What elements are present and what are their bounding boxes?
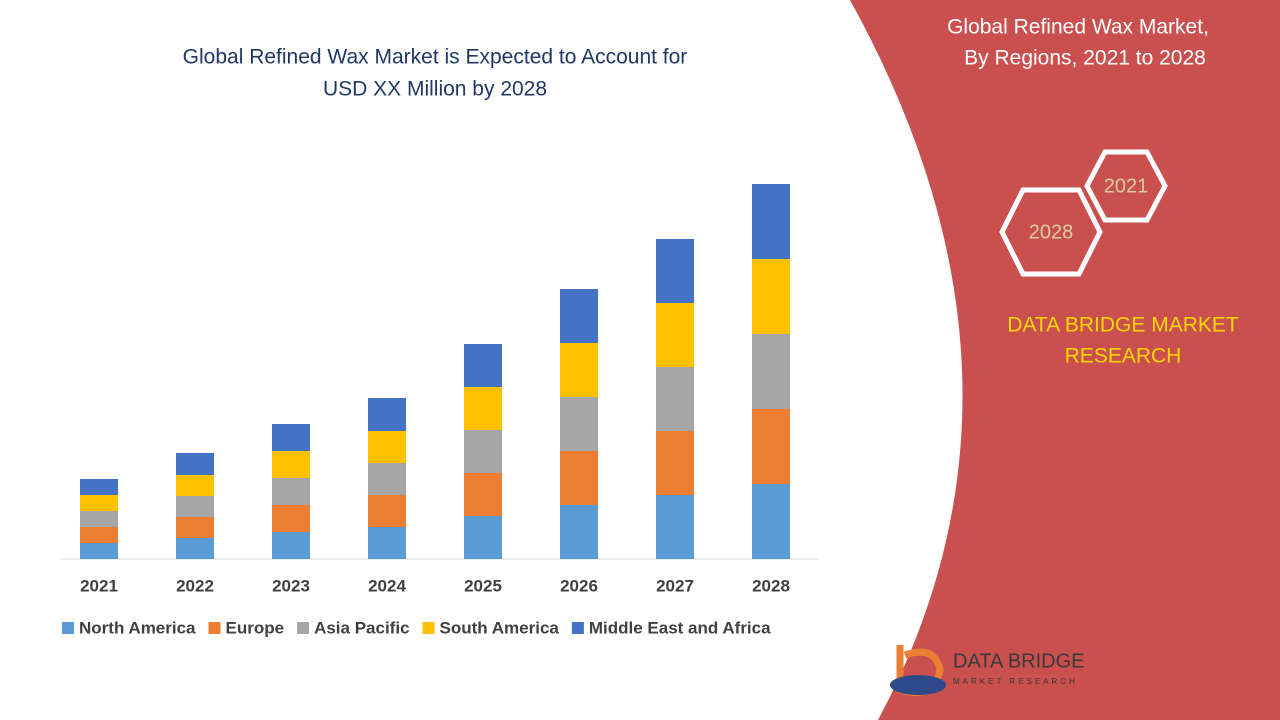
badge: 2021 <box>1104 175 1149 197</box>
legend-swatch <box>422 622 435 634</box>
bar-segment <box>80 495 118 511</box>
legend-label: Asia Pacific <box>314 618 409 637</box>
bar-segment <box>272 424 310 451</box>
bar-segment <box>176 538 214 559</box>
bar-segment <box>464 473 502 516</box>
bar-segment <box>656 495 694 559</box>
x-tick-label: 2027 <box>656 576 694 595</box>
bar-segment <box>752 259 790 334</box>
legend-label: South America <box>440 618 560 637</box>
bar-segment <box>80 543 118 559</box>
bar-segment <box>272 505 310 532</box>
x-tick-label: 2025 <box>464 576 502 595</box>
bar-segment <box>176 496 214 517</box>
bar-segment <box>464 387 502 430</box>
bar-segment <box>272 451 310 478</box>
bar-segment <box>656 239 694 303</box>
hexagon <box>1084 149 1168 223</box>
legend-swatch <box>571 622 584 634</box>
legend-swatch <box>297 622 310 634</box>
legend-label: Middle East and Africa <box>589 618 771 637</box>
legend-swatch <box>208 622 221 634</box>
bar-segment <box>752 409 790 484</box>
bar-segment <box>272 532 310 559</box>
hexagon <box>999 187 1103 277</box>
logo-tagline: MARKET RESEARCH <box>953 677 1078 686</box>
logo-mark <box>890 675 946 695</box>
x-tick-label: 2023 <box>272 576 310 595</box>
chart-title: USD XX Million by 2028 <box>323 78 547 101</box>
brand: RESEARCH <box>1065 345 1182 368</box>
bar-segment <box>368 463 406 495</box>
bar-segment <box>656 303 694 367</box>
bar-segment <box>656 367 694 431</box>
side-panel <box>850 0 1280 720</box>
bar-segment <box>560 505 598 559</box>
legend-swatch <box>62 622 74 634</box>
bar-segment <box>560 397 598 451</box>
panel-title: By Regions, 2021 to 2028 <box>964 47 1206 70</box>
bar-segment <box>464 344 502 387</box>
badge: 2028 <box>1029 221 1074 243</box>
x-tick-label: 2022 <box>176 576 214 595</box>
bar-segment <box>656 431 694 495</box>
bar-segment <box>752 334 790 409</box>
legend-label: Europe <box>226 618 285 637</box>
bar-segment <box>464 430 502 473</box>
bar-segment <box>368 527 406 559</box>
bar-segment <box>368 431 406 463</box>
panel-title: Global Refined Wax Market, <box>947 16 1209 39</box>
bar-segment <box>176 517 214 538</box>
logo-name: DATA BRIDGE <box>953 650 1085 672</box>
bar-segment <box>368 495 406 527</box>
bar-segment <box>560 343 598 397</box>
bar-segment <box>560 289 598 343</box>
x-tick-label: 2028 <box>752 576 790 595</box>
bar-segment <box>560 451 598 505</box>
bar-segment <box>368 398 406 431</box>
bar-segment <box>176 475 214 496</box>
bar-segment <box>80 479 118 495</box>
brand: DATA BRIDGE MARKET <box>1007 314 1239 337</box>
bar-segment <box>464 516 502 559</box>
x-tick-label: 2026 <box>560 576 598 595</box>
legend-label: North America <box>79 618 196 637</box>
bar-segment <box>80 527 118 543</box>
x-tick-label: 2021 <box>80 576 118 595</box>
x-tick-label: 2024 <box>368 576 406 595</box>
bar-segment <box>176 453 214 475</box>
bar-segment <box>80 511 118 527</box>
bar-segment <box>752 484 790 559</box>
bar-segment <box>272 478 310 505</box>
chart-title: Global Refined Wax Market is Expected to… <box>183 46 688 69</box>
bar-segment <box>752 184 790 259</box>
